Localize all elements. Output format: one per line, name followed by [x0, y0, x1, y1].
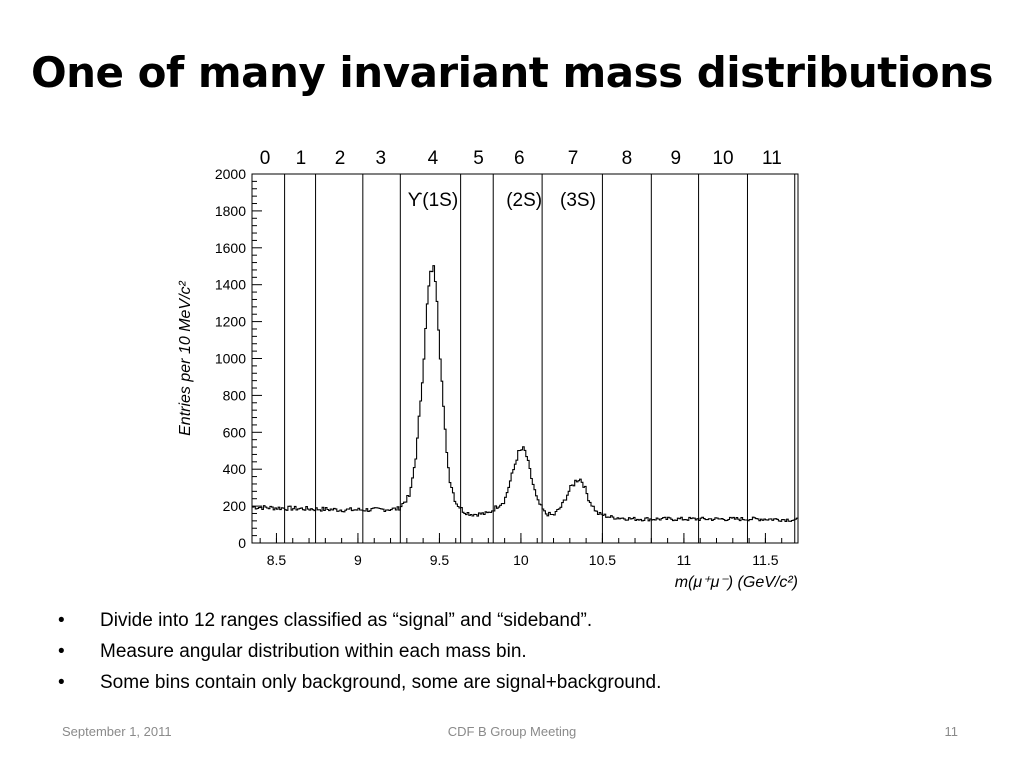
y-tick-label: 200 [223, 498, 247, 514]
histogram-line [252, 265, 799, 522]
peak-label: ϒ(1S) [408, 190, 459, 211]
footer-meeting-name: CDF B Group Meeting [447, 724, 577, 739]
bullet-text: Some bins contain only background, some … [100, 672, 662, 693]
footer-date: September 1, 2011 [62, 724, 172, 739]
bullet-text: Divide into 12 ranges classified as “sig… [100, 610, 593, 631]
y-tick-label: 1400 [215, 277, 246, 293]
x-tick-label: 11 [677, 552, 692, 568]
y-tick-label: 800 [223, 387, 247, 403]
bullet-item: • Measure angular distribution within ea… [58, 636, 661, 667]
bin-number-label: 6 [514, 148, 525, 169]
y-tick-label: 0 [238, 535, 246, 551]
y-tick-label: 1800 [215, 203, 246, 219]
x-tick-label: 10 [513, 552, 529, 568]
x-tick-label: 10.5 [589, 552, 616, 568]
slide-title: One of many invariant mass distributions [30, 48, 994, 97]
footer-page-number: 11 [944, 724, 959, 739]
y-tick-label: 600 [223, 424, 247, 440]
x-tick-label: 11.5 [752, 552, 778, 568]
y-tick-label: 1000 [215, 351, 246, 367]
bullet-marker: • [58, 641, 65, 662]
bin-number-label: 11 [762, 148, 782, 169]
bin-number-label: 9 [670, 148, 681, 169]
y-tick-label: 400 [223, 461, 247, 477]
bullet-list: • Divide into 12 ranges classified as “s… [58, 605, 661, 698]
bullet-item: • Some bins contain only background, som… [58, 667, 661, 698]
bullet-marker: • [58, 610, 65, 631]
bin-number-label: 10 [712, 148, 733, 169]
y-tick-label: 2000 [215, 166, 246, 182]
x-axis-title: m(μ⁺μ⁻) (GeV/c²) [675, 574, 798, 591]
bin-number-label: 3 [375, 148, 386, 169]
bin-number-label: 8 [622, 148, 633, 169]
y-tick-label: 1600 [215, 240, 246, 256]
bin-number-label: 1 [296, 148, 307, 169]
bullet-marker: • [58, 672, 65, 693]
mass-distribution-chart: 0 200 400 600 800 1000 1200 1400 1600 1800 2000 8.5… [177, 148, 799, 591]
bin-number-label: 2 [335, 148, 346, 169]
y-tick-label: 1200 [215, 314, 246, 330]
bin-number-label: 7 [568, 148, 579, 169]
plot-frame [251, 173, 799, 544]
peak-label: (3S) [560, 190, 596, 211]
bin-number-label: 0 [260, 148, 271, 169]
x-tick-label: 8.5 [267, 552, 287, 568]
y-axis-title: Entries per 10 MeV/c² [177, 280, 194, 435]
bin-number-label: 4 [428, 148, 439, 169]
bullet-text: Measure angular distribution within each… [100, 641, 527, 662]
x-tick-label: 9.5 [430, 552, 450, 568]
bin-number-label: 5 [473, 148, 484, 169]
peak-label: (2S) [506, 190, 542, 211]
bullet-item: • Divide into 12 ranges classified as “s… [58, 605, 661, 636]
x-tick-label: 9 [354, 552, 362, 568]
